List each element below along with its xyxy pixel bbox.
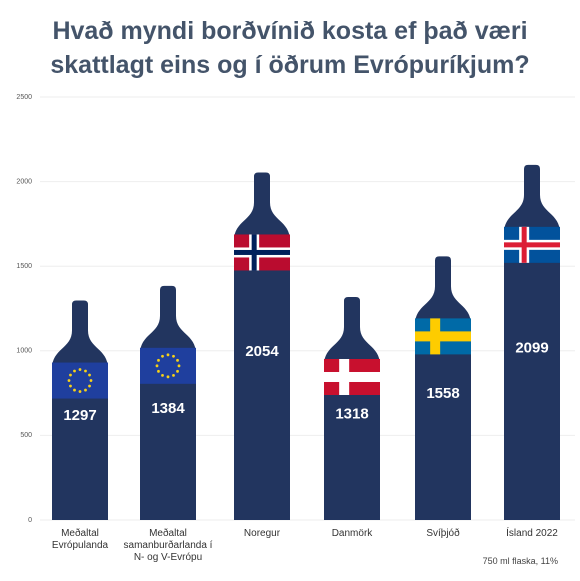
x-tick-label: Danmörk — [331, 528, 373, 539]
flag-star — [73, 388, 76, 392]
flag-star — [69, 373, 72, 377]
y-tick-label: 1500 — [16, 263, 32, 270]
y-tick-label: 1000 — [16, 348, 32, 355]
flag-star — [88, 384, 91, 388]
flag-star — [73, 369, 76, 373]
flag-field — [140, 347, 196, 384]
flag-star — [172, 354, 175, 358]
flag — [234, 234, 290, 271]
flag-star — [161, 354, 164, 358]
y-tick-label: 500 — [20, 432, 32, 439]
x-tick-label: Svíþjóð — [426, 528, 460, 539]
flag-star — [176, 358, 179, 362]
bottle-bar — [140, 285, 196, 520]
flag-star — [157, 358, 160, 362]
flag — [504, 226, 560, 263]
y-tick-label: 2000 — [16, 178, 32, 185]
flag-star — [155, 364, 159, 368]
value-label: 1318 — [335, 405, 368, 422]
flag-star — [176, 369, 179, 373]
x-tick-label: Meðaltal Evrópulanda — [51, 528, 109, 551]
flag-cross — [234, 249, 290, 255]
flag-star — [166, 353, 170, 357]
flag — [52, 362, 108, 399]
flag-star — [172, 373, 175, 377]
note: 750 ml flaska, 11% — [482, 556, 558, 566]
x-tick-label: Noregur — [243, 528, 281, 539]
flag-star — [161, 373, 164, 377]
flag-star — [177, 364, 181, 368]
flag-star — [78, 368, 82, 371]
value-label: 2054 — [245, 343, 279, 360]
value-label: 1384 — [151, 400, 185, 417]
y-tick-label: 2500 — [16, 94, 32, 101]
flag-cross — [324, 371, 380, 382]
y-tick-label: 0 — [28, 517, 32, 524]
x-tick-label: Meðaltal samanburðarlanda í N- og V-Evró… — [123, 528, 213, 563]
value-label: 2099 — [515, 339, 548, 356]
chart-title: Hvað myndi borðvínið kosta ef það væri s… — [50, 17, 530, 79]
flag — [140, 347, 196, 384]
flag-star — [88, 373, 91, 377]
flag — [415, 318, 471, 355]
bottle-bar — [52, 300, 108, 520]
flag-star — [166, 375, 170, 379]
flag-star — [157, 369, 160, 373]
flag-cross — [504, 242, 560, 248]
flag-star — [89, 379, 93, 382]
x-tick-label: Ísland 2022 — [506, 528, 558, 539]
flag-cross — [415, 331, 471, 342]
flag-star — [69, 384, 72, 388]
flag-field — [52, 362, 108, 399]
flag-star — [84, 369, 87, 373]
flag-star — [84, 388, 87, 392]
flag — [324, 358, 380, 395]
flag-star — [67, 379, 71, 382]
value-label: 1558 — [426, 385, 459, 402]
value-label: 1297 — [63, 407, 96, 424]
bottle-bar — [324, 296, 380, 520]
flag-star — [78, 390, 82, 393]
